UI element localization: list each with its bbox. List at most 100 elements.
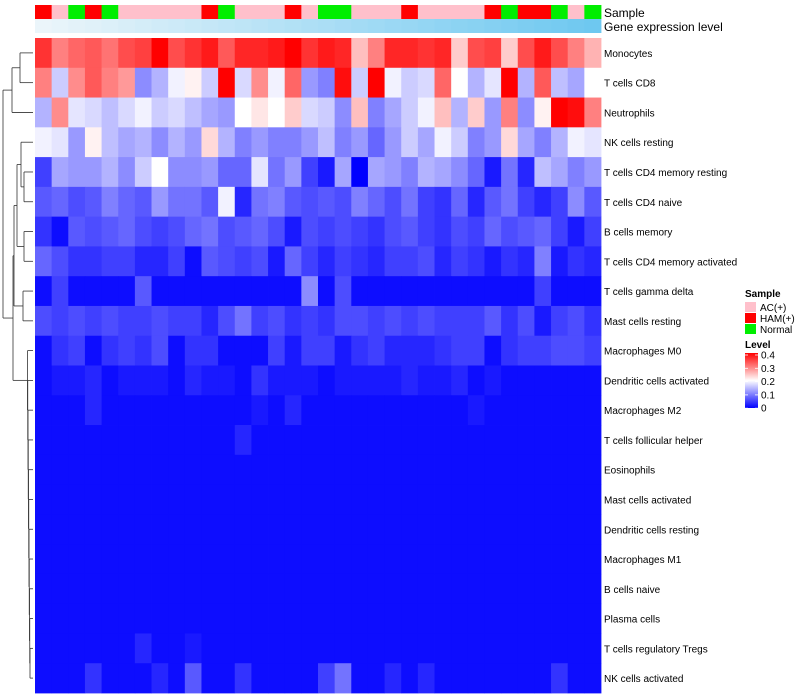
sample-track-cell: [251, 5, 269, 19]
heatmap-cell: [467, 276, 485, 307]
heatmap-cell: [534, 186, 552, 218]
heatmap-cell: [584, 157, 602, 188]
heatmap-cell: [51, 484, 69, 515]
heatmap-cell: [467, 38, 485, 69]
sample-track-cell: [517, 5, 535, 19]
heatmap-cell: [484, 663, 502, 694]
heatmap-cell: [301, 97, 319, 128]
heatmap-cell: [401, 365, 419, 396]
heatmap-cell: [284, 127, 302, 158]
heatmap-cell: [451, 97, 469, 128]
heatmap-cell: [68, 484, 86, 515]
heatmap-cell: [467, 603, 485, 634]
heatmap-cell: [401, 216, 419, 247]
heatmap-cell: [284, 38, 302, 69]
heatmap-cell: [551, 67, 569, 98]
heatmap-cell: [367, 305, 385, 337]
heatmap-cell: [301, 305, 319, 337]
heatmap-cell: [268, 484, 286, 515]
heatmap-cell: [168, 365, 186, 396]
heatmap-cell: [184, 276, 202, 307]
heatmap-cell: [401, 67, 419, 98]
heatmap-cell: [184, 603, 202, 634]
heatmap-cell: [334, 395, 352, 426]
heatmap-cell: [551, 365, 569, 396]
heatmap-cell: [351, 186, 369, 218]
heatmap-cell: [501, 633, 519, 664]
expression-track-cell: [151, 19, 169, 33]
heatmap-cell: [301, 573, 319, 605]
heatmap-cell: [551, 395, 569, 426]
heatmap-cell: [417, 276, 435, 307]
heatmap-cell: [218, 67, 236, 98]
heatmap-cell: [151, 425, 169, 456]
heatmap-cell: [467, 514, 485, 545]
sample-legend-swatch: [745, 324, 756, 334]
heatmap-cell: [168, 425, 186, 456]
expression-track-cell: [318, 19, 336, 33]
heatmap-cell: [51, 216, 69, 247]
heatmap-cell: [251, 484, 269, 515]
heatmap-cell: [551, 454, 569, 485]
sample-track-cell: [584, 5, 602, 19]
heatmap-cell: [451, 365, 469, 396]
heatmap-cell: [334, 544, 352, 575]
heatmap-cell: [334, 425, 352, 456]
level-tick-label: 0: [761, 404, 767, 415]
heatmap-cell: [334, 127, 352, 158]
heatmap-cell: [168, 633, 186, 664]
heatmap-cell: [484, 127, 502, 158]
heatmap-cell: [484, 67, 502, 98]
heatmap-cell: [151, 97, 169, 128]
heatmap-cell: [118, 216, 136, 247]
heatmap-cell: [384, 216, 402, 247]
heatmap-cell: [68, 573, 86, 605]
heatmap-cell: [84, 663, 102, 694]
heatmap-cell: [434, 246, 452, 277]
heatmap-cell: [301, 67, 319, 98]
row-label: T cells CD4 memory activated: [604, 257, 737, 268]
heatmap-cell: [234, 365, 252, 396]
heatmap-cell: [384, 395, 402, 426]
heatmap-cell: [151, 544, 169, 575]
heatmap-cell: [584, 216, 602, 247]
heatmap-cell: [318, 186, 336, 218]
heatmap-cell: [284, 573, 302, 605]
heatmap-cell: [84, 603, 102, 634]
heatmap-cell: [84, 365, 102, 396]
heatmap-cell: [567, 38, 585, 69]
heatmap-cell: [567, 127, 585, 158]
heatmap-cell: [517, 186, 535, 218]
heatmap-cell: [118, 603, 136, 634]
heatmap-cell: [334, 335, 352, 366]
heatmap-cell: [84, 573, 102, 605]
heatmap-cell: [584, 454, 602, 485]
heatmap-cell: [367, 365, 385, 396]
heatmap-cell: [218, 573, 236, 605]
heatmap-cell: [551, 514, 569, 545]
heatmap-cell: [201, 603, 219, 634]
heatmap-cell: [201, 395, 219, 426]
heatmap-cell: [584, 663, 602, 694]
heatmap-cell: [35, 484, 53, 515]
heatmap-cell: [434, 276, 452, 307]
heatmap-cell: [101, 633, 119, 664]
heatmap-cell: [251, 157, 269, 188]
heatmap-cell: [118, 484, 136, 515]
heatmap-cell: [218, 454, 236, 485]
heatmap-cell: [417, 127, 435, 158]
heatmap-cell: [534, 127, 552, 158]
heatmap-cell: [434, 97, 452, 128]
heatmap-cell: [268, 395, 286, 426]
heatmap-cell: [268, 97, 286, 128]
heatmap-cell: [284, 246, 302, 277]
heatmap-cell: [534, 97, 552, 128]
heatmap-cell: [284, 544, 302, 575]
heatmap-cell: [301, 514, 319, 545]
heatmap-cell: [484, 425, 502, 456]
heatmap-cell: [484, 335, 502, 366]
heatmap-cell: [118, 573, 136, 605]
heatmap-cell: [234, 395, 252, 426]
heatmap-cell: [417, 663, 435, 694]
heatmap-cell: [68, 663, 86, 694]
